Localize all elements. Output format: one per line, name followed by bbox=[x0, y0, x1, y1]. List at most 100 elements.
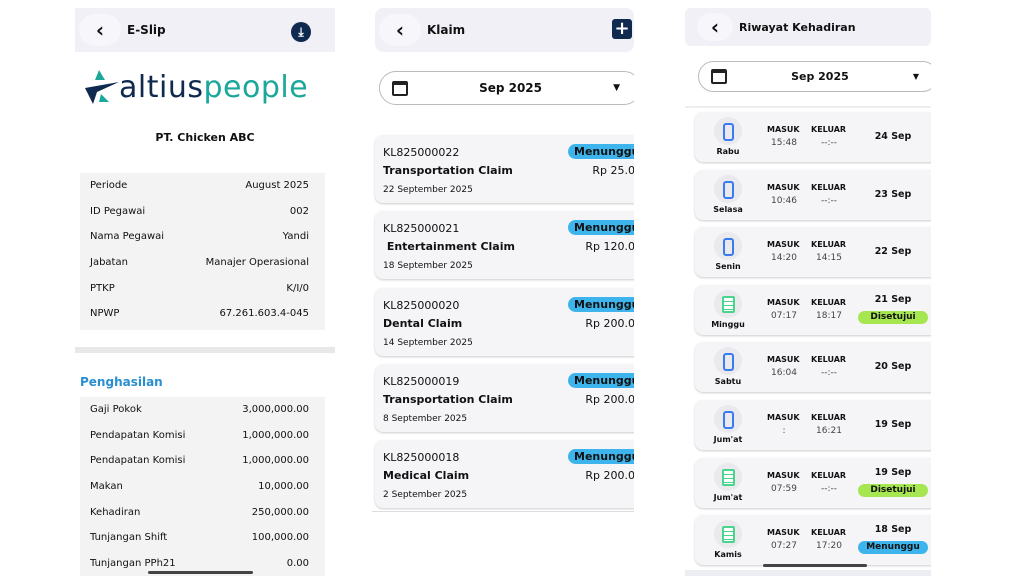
claim-date: 2 September 2025 bbox=[383, 490, 468, 501]
info-row: Nama Pegawai Yandi bbox=[80, 224, 325, 250]
bottom-bar bbox=[685, 570, 931, 576]
row-label: ID Pegawai bbox=[90, 205, 146, 217]
mobile-phone-icon bbox=[722, 180, 734, 199]
mobile-phone-icon bbox=[722, 123, 734, 141]
claim-type: Transportation Claim bbox=[383, 392, 513, 406]
month-selector[interactable]: Sep 2025 ▼ bbox=[379, 71, 634, 105]
add-claim-button[interactable]: + bbox=[612, 19, 632, 39]
day-label: Jum'at bbox=[713, 435, 743, 444]
info-row: Periode August 2025 bbox=[80, 173, 325, 199]
claim-amount: Rp 200.000 bbox=[585, 316, 634, 330]
download-icon[interactable]: ⤓ bbox=[291, 22, 311, 42]
in-time: 16:04 bbox=[771, 368, 797, 379]
in-time: 07:17 bbox=[771, 310, 797, 321]
attendance-card[interactable]: Selasa MASUK 10:46 KELUAR --:-- 23 Sep bbox=[695, 169, 931, 220]
out-time: --:-- bbox=[820, 368, 838, 379]
status-badge: Menunggu bbox=[568, 372, 634, 388]
attendance-card[interactable]: Kamis MASUK 07:27 KELUAR 17:20 18 Sep Men… bbox=[695, 515, 931, 566]
out-label: KELUAR bbox=[811, 528, 847, 538]
attendance-date: 24 Sep bbox=[874, 131, 912, 142]
row-value: 10,000.00 bbox=[258, 481, 309, 493]
attendance-card[interactable]: Sabtu MASUK 16:04 KELUAR --:-- 20 Sep bbox=[695, 342, 931, 393]
attendance-date: 19 Sep bbox=[874, 419, 912, 430]
out-time: --:-- bbox=[820, 138, 838, 148]
row-label: Makan bbox=[90, 481, 123, 493]
income-row: Pendapatan Komisi 1,000,000.00 bbox=[80, 423, 325, 449]
out-label: KELUAR bbox=[811, 413, 847, 422]
klaim-screen: ‹ Klaim + Sep 2025 ▼ KL825000022 Menungg… bbox=[372, 0, 634, 512]
claim-card[interactable]: KL825000018 Menunggu Medical Claim Rp 20… bbox=[375, 440, 634, 509]
page-title: E-Slip bbox=[127, 23, 166, 37]
back-button[interactable]: ‹ bbox=[379, 14, 421, 46]
income-row: Tunjangan PPh21 0.00 bbox=[80, 551, 325, 576]
page-title: Klaim bbox=[427, 23, 466, 37]
status-badge: Menunggu bbox=[568, 296, 634, 312]
clipboard-icon bbox=[721, 468, 735, 486]
calendar-icon bbox=[392, 80, 408, 96]
row-value: 1,000,000.00 bbox=[242, 455, 309, 467]
income-row: Makan 10,000.00 bbox=[80, 474, 325, 500]
out-label: KELUAR bbox=[811, 297, 847, 307]
out-time: 18:17 bbox=[816, 310, 842, 321]
back-button[interactable]: ‹ bbox=[79, 14, 121, 46]
row-value: August 2025 bbox=[245, 180, 309, 192]
claim-amount: Rp 200.000 bbox=[585, 392, 634, 406]
out-time: 14:15 bbox=[816, 253, 842, 264]
info-row: Jabatan Manajer Operasional bbox=[80, 250, 325, 276]
status-badge: Disetujui bbox=[858, 483, 928, 497]
info-row: ID Pegawai 002 bbox=[80, 199, 325, 225]
divider bbox=[75, 347, 335, 353]
klaim-header: ‹ Klaim + bbox=[375, 8, 634, 52]
month-selector[interactable]: Sep 2025 ▼ bbox=[698, 61, 931, 92]
claim-card[interactable]: KL825000022 Menunggu Transportation Clai… bbox=[375, 135, 634, 203]
row-value: 100,000.00 bbox=[251, 532, 309, 544]
attendance-card[interactable]: Jum'at MASUK 07:59 KELUAR --:-- 19 Sep Di… bbox=[695, 457, 931, 508]
row-label: Gaji Pokok bbox=[90, 404, 142, 416]
attendance-card[interactable]: Jum'at MASUK : KELUAR 16:21 19 Sep bbox=[695, 400, 931, 450]
attendance-date: 22 Sep bbox=[874, 246, 912, 258]
calendar-icon bbox=[711, 69, 727, 84]
page-title: Riwayat Kehadiran bbox=[739, 20, 856, 34]
out-time: --:-- bbox=[820, 483, 838, 494]
attendance-header: ‹ Riwayat Kehadiran bbox=[685, 8, 931, 46]
claim-card[interactable]: KL825000020 Menunggu Dental Claim Rp 200… bbox=[375, 287, 634, 356]
day-label: Minggu bbox=[711, 319, 745, 329]
attendance-card[interactable]: Senin MASUK 14:20 KELUAR 14:15 22 Sep bbox=[695, 227, 931, 278]
in-time: 14:20 bbox=[771, 253, 797, 264]
info-row: PTKP K/I/0 bbox=[80, 275, 325, 301]
row-value: 67.261.603.4-045 bbox=[219, 308, 310, 320]
eslip-header: ‹ E-Slip ⤓ bbox=[75, 8, 335, 52]
row-label: Nama Pegawai bbox=[90, 231, 165, 243]
home-indicator bbox=[763, 564, 867, 567]
clipboard-icon bbox=[721, 526, 735, 544]
claim-card[interactable]: KL825000019 Menunggu Transportation Clai… bbox=[375, 363, 634, 432]
attendance-card[interactable]: Minggu MASUK 07:17 KELUAR 18:17 21 Sep Di… bbox=[695, 284, 931, 335]
row-value: Yandi bbox=[282, 231, 309, 243]
row-label: Kehadiran bbox=[90, 506, 141, 518]
claim-id: KL825000021 bbox=[383, 222, 460, 236]
claim-id: KL825000022 bbox=[383, 146, 460, 159]
attendance-date: 18 Sep bbox=[874, 524, 912, 536]
in-time: 10:46 bbox=[771, 195, 797, 206]
status-badge: Disetujui bbox=[858, 310, 928, 324]
clipboard-icon bbox=[721, 295, 735, 313]
claim-type: Entertainment Claim bbox=[383, 240, 515, 254]
altius-people-logo: altius people bbox=[85, 68, 308, 106]
row-value: K/I/0 bbox=[286, 282, 309, 294]
out-label: KELUAR bbox=[811, 125, 847, 134]
claim-type: Dental Claim bbox=[383, 316, 463, 330]
claim-date: 8 September 2025 bbox=[383, 413, 468, 424]
row-value: Manajer Operasional bbox=[205, 257, 309, 269]
attendance-card[interactable]: Rabu MASUK 15:48 KELUAR --:-- 24 Sep bbox=[695, 112, 931, 162]
in-label: MASUK bbox=[767, 413, 800, 422]
claim-card[interactable]: KL825000021 Menunggu Entertainment Claim… bbox=[375, 211, 634, 280]
row-label: Pendapatan Komisi bbox=[90, 455, 186, 467]
in-label: MASUK bbox=[767, 470, 800, 480]
day-label: Rabu bbox=[716, 147, 740, 156]
status-badge: Menunggu bbox=[568, 220, 634, 236]
employee-info-table: Periode August 2025 ID Pegawai 002 Nama Pega… bbox=[80, 173, 325, 330]
divider bbox=[685, 106, 931, 108]
back-button[interactable]: ‹ bbox=[697, 13, 733, 41]
row-label: Jabatan bbox=[90, 257, 128, 269]
claim-amount: Rp 25.000 bbox=[592, 164, 634, 177]
